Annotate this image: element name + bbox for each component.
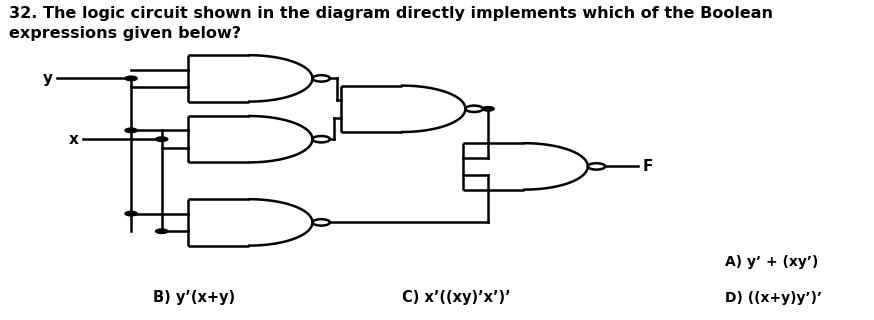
Circle shape (125, 128, 137, 132)
Text: C) x’((xy)’x’)’: C) x’((xy)’x’)’ (402, 290, 510, 305)
Circle shape (156, 137, 168, 141)
Text: B) y’(x+y): B) y’(x+y) (153, 290, 235, 305)
Text: x: x (69, 132, 79, 147)
Text: A) y’ + (xy’): A) y’ + (xy’) (725, 255, 819, 269)
Text: D) ((x+y)y’)’: D) ((x+y)y’)’ (725, 291, 822, 305)
Text: y: y (43, 71, 52, 86)
Circle shape (482, 107, 495, 111)
Circle shape (125, 76, 137, 81)
Circle shape (125, 211, 137, 216)
Text: F: F (643, 159, 653, 174)
Text: 32. The logic circuit shown in the diagram directly implements which of the Bool: 32. The logic circuit shown in the diagr… (9, 6, 773, 41)
Circle shape (156, 229, 168, 234)
